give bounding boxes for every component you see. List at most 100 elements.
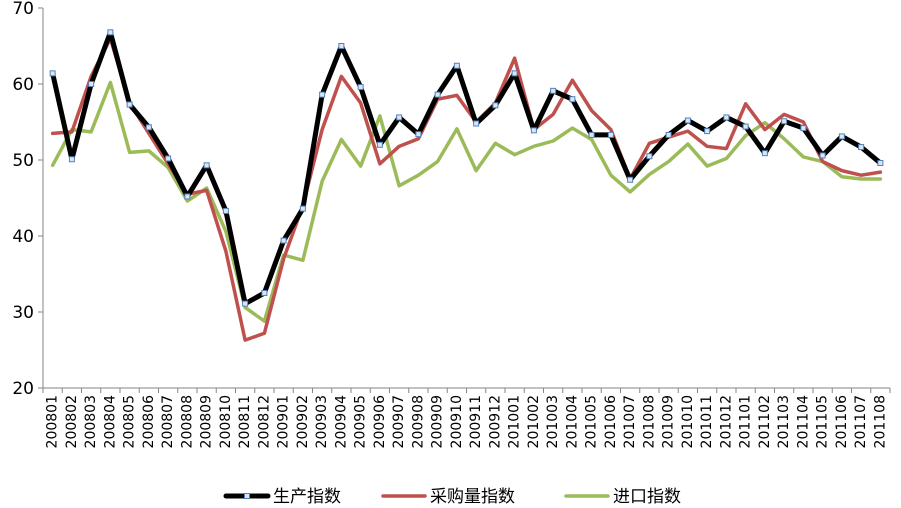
series-1-marker: [511, 70, 518, 77]
series-1-marker: [723, 114, 730, 121]
series-1-marker: [299, 205, 306, 212]
x-tick-label: 200912: [487, 395, 503, 448]
x-tick-label: 200909: [430, 395, 446, 448]
x-tick-label: 200910: [449, 395, 465, 448]
series-1-marker: [126, 101, 133, 108]
x-tick-label: 201102: [757, 395, 773, 448]
x-tick-label: 201009: [661, 395, 677, 448]
x-tick-label: 200812: [256, 395, 272, 448]
series-1-marker: [684, 117, 691, 124]
x-tick-label: 201008: [641, 395, 657, 448]
series-1-marker: [88, 81, 95, 87]
series-1-marker: [280, 237, 287, 244]
series-1-marker: [838, 133, 845, 140]
series-1-marker: [165, 155, 172, 162]
series-1-marker: [49, 70, 56, 77]
series-1-marker: [261, 290, 268, 296]
series-1-marker: [415, 131, 422, 138]
legend: 生产指数 采购量指数 进口指数: [223, 487, 681, 507]
x-tick-label: 200804: [102, 395, 118, 449]
x-tick-label: 200810: [218, 395, 234, 448]
series-1-marker: [376, 141, 383, 148]
x-tick-label: 200906: [372, 395, 388, 449]
series-line-3: [50, 80, 883, 323]
x-tick-label: 201010: [680, 395, 696, 448]
series-1-marker: [396, 114, 403, 121]
y-tick-label: 40: [12, 227, 34, 247]
series-1-marker: [184, 193, 191, 200]
series-1-marker: [704, 128, 711, 135]
x-tick-label: 200802: [64, 395, 80, 448]
series-1-marker: [646, 153, 653, 160]
x-tick-label: 200801: [45, 395, 61, 448]
axes: [42, 8, 890, 389]
series-1-marker: [203, 162, 210, 169]
x-tick-label: 200807: [160, 395, 176, 448]
series-1-marker: [800, 125, 807, 132]
x-tick-label: 201001: [507, 395, 523, 448]
series-1-marker: [665, 131, 672, 138]
x-tick-label: 200903: [314, 395, 330, 448]
x-tick-label: 200902: [295, 395, 311, 448]
x-tick-label: 201004: [564, 395, 580, 449]
x-tick-label: 200803: [83, 395, 99, 448]
series-1-marker: [434, 91, 441, 98]
legend-label-3: 进口指数: [613, 487, 681, 507]
series-lines: [50, 29, 883, 342]
series-1-marker: [761, 150, 768, 157]
x-tick-label: 200905: [353, 395, 369, 448]
x-tick-label: 200908: [410, 395, 426, 448]
y-tick-label: 20: [12, 379, 34, 399]
series-1-marker: [530, 127, 537, 134]
series-1-marker: [453, 62, 460, 69]
series-1-marker: [357, 84, 364, 91]
x-tick-label: 200901: [276, 395, 292, 448]
x-tick-label: 200904: [333, 395, 349, 449]
series-1-marker: [319, 91, 326, 98]
series-1-marker: [877, 160, 884, 167]
x-tick-label: 201104: [795, 395, 811, 449]
x-tick-label: 200907: [391, 395, 407, 448]
series-1-marker: [492, 102, 499, 109]
x-tick-label: 200808: [179, 395, 195, 448]
x-tick-label: 201105: [815, 395, 831, 448]
x-tick-label: 200806: [141, 395, 157, 449]
series-line-1: [50, 29, 883, 307]
series-1-marker: [588, 131, 595, 138]
series-1-marker: [473, 120, 480, 127]
x-tick-label: 200805: [122, 395, 138, 448]
x-tick-label: 201106: [834, 395, 850, 449]
x-tick-label: 201006: [603, 395, 619, 449]
series-1-marker: [145, 124, 152, 131]
legend-marker-1: [244, 493, 250, 499]
x-tick-label: 201002: [526, 395, 542, 448]
legend-label-2: 采购量指数: [430, 487, 515, 507]
series-1-marker: [742, 123, 749, 130]
y-tick-label: 60: [12, 75, 34, 95]
y-tick-label: 70: [12, 0, 34, 19]
x-tick-label: 200911: [468, 395, 484, 448]
x-tick-label: 201107: [853, 395, 869, 448]
series-markers: [49, 29, 884, 307]
x-tick-label: 201101: [738, 395, 754, 448]
series-1-marker: [569, 96, 576, 103]
series-1-marker: [781, 118, 788, 125]
series-line-2: [50, 36, 883, 342]
y-axis-ticks: 20 30 40 50 60 70: [12, 0, 43, 399]
series-1-marker: [550, 87, 557, 94]
series-1-marker: [627, 176, 634, 183]
x-tick-label: 201012: [718, 395, 734, 448]
x-axis-ticks: 200801 200802 200803 200804 200805 200806 2008…: [42, 388, 891, 449]
series-1-marker: [68, 156, 75, 163]
series-1-marker: [222, 207, 229, 214]
legend-label-1: 生产指数: [273, 487, 341, 507]
series-1-marker: [858, 144, 865, 151]
series-1-marker: [107, 29, 114, 36]
x-tick-label: 201108: [872, 395, 888, 448]
series-1-marker: [607, 131, 614, 138]
y-tick-label: 50: [12, 151, 34, 171]
x-tick-label: 200809: [199, 395, 215, 448]
series-1-marker: [819, 152, 826, 159]
